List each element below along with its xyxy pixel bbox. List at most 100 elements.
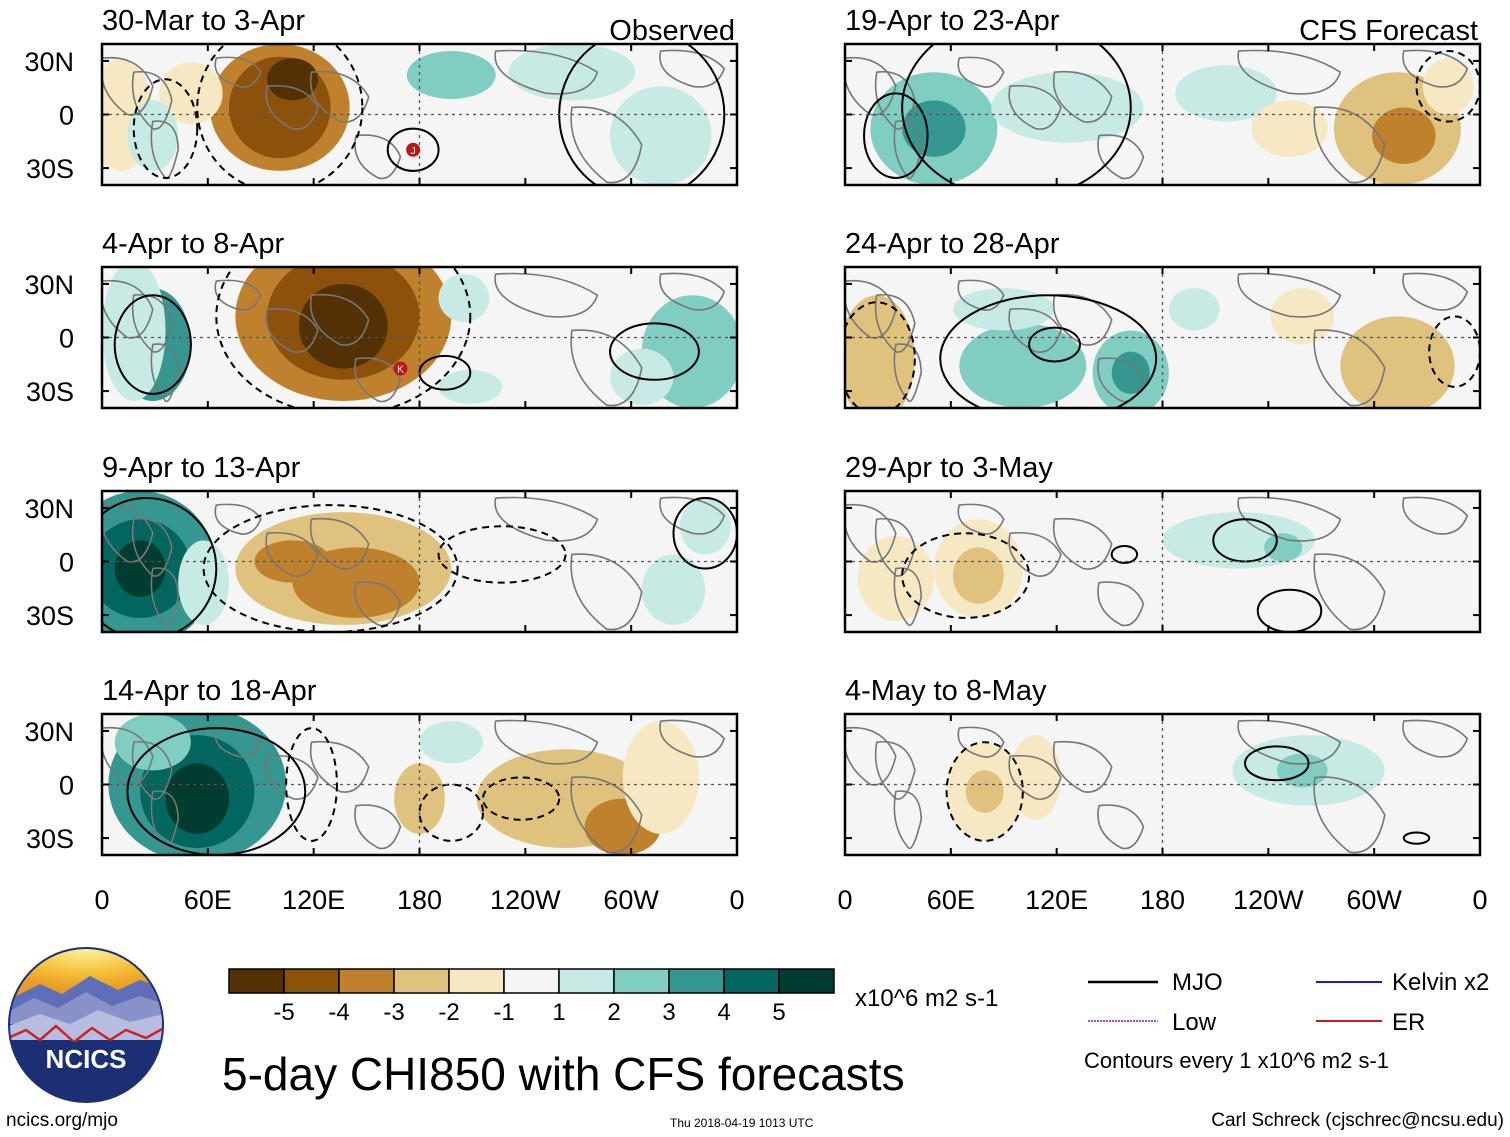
colorbar-label: -5: [273, 999, 294, 1026]
panel-date-range: 9-Apr to 13-Apr: [102, 452, 301, 484]
coastline: [874, 517, 916, 577]
colorbar-swatch: [338, 968, 395, 994]
coastline: [1008, 531, 1062, 577]
anomaly-shade: [114, 714, 191, 771]
coastline: [102, 503, 154, 563]
anomaly-shade: [438, 369, 503, 404]
coastline: [1008, 754, 1062, 800]
x-tick-label: 180: [397, 885, 442, 915]
coastline: [265, 531, 319, 577]
storm-label: K: [397, 365, 404, 376]
coastline: [845, 503, 897, 563]
y-tick-label: 30S: [26, 377, 74, 407]
y-tick-label: 30N: [24, 47, 74, 77]
y-tick-label: 30S: [26, 154, 74, 184]
contour-note: Contours every 1 x10^6 m2 s-1: [1084, 1048, 1389, 1073]
x-tick-label: 60W: [1346, 885, 1402, 915]
ncics-logo: NCICS: [8, 947, 164, 1103]
colorbar-label: -3: [383, 999, 404, 1026]
colorbar-swatch: [613, 968, 670, 994]
anomaly-shade: [406, 51, 496, 99]
colorbar-swatch: [228, 968, 285, 994]
coastline: [354, 804, 402, 850]
mjo-contour: [939, 294, 1158, 408]
map-panel-observed-2: K 4-Apr to 8-Apr: [100, 228, 739, 410]
y-tick-label: 30S: [26, 824, 74, 854]
timestamp: Thu 2018-04-19 1013 UTC: [670, 1116, 814, 1130]
panel-date-range: 24-Apr to 28-Apr: [845, 228, 1060, 260]
anomaly-shade: [1251, 100, 1328, 157]
anomaly-shade: [952, 288, 1055, 331]
coastline: [1237, 272, 1342, 318]
coastline: [845, 279, 897, 339]
x-tick-label: 120W: [1233, 885, 1304, 915]
mjo-contour: [196, 44, 364, 185]
coastline: [957, 503, 1005, 535]
coastline: [214, 726, 262, 758]
mjo-contour: [901, 532, 1031, 619]
panel-date-range: 29-Apr to 3-May: [845, 452, 1053, 484]
x-tick-label: 0: [94, 885, 109, 915]
colorbar-label: 2: [607, 999, 620, 1026]
mjo-contour: [845, 301, 916, 408]
mjo-contour: [386, 127, 440, 172]
x-tick-label: 120E: [282, 885, 345, 915]
mjo-contour: [202, 504, 459, 632]
coastline: [1097, 581, 1145, 627]
x-tick-label: 60E: [184, 885, 232, 915]
colorbar-label: -1: [493, 999, 514, 1026]
mjo-contour: [215, 267, 472, 408]
coastline: [659, 719, 726, 758]
y-tick-label: 30N: [24, 270, 74, 300]
x-tick-label: 60E: [927, 885, 975, 915]
x-tick-label: 0: [837, 885, 852, 915]
y-tick-label: 0: [59, 324, 74, 354]
coastline: [102, 726, 154, 786]
x-tick-label: 180: [1140, 885, 1185, 915]
coastline: [150, 120, 180, 180]
x-tick-label: 0: [1472, 885, 1487, 915]
anomaly-shade: [159, 62, 223, 125]
ncics-url[interactable]: ncics.org/mjo: [6, 1110, 118, 1131]
mjo-contour: [1110, 544, 1139, 564]
coastline: [265, 754, 319, 800]
anomaly-shade: [165, 763, 229, 834]
x-tick-label: 120W: [490, 885, 561, 915]
storm-marker: K: [393, 361, 408, 376]
coastline: [1237, 496, 1342, 542]
colorbar-swatch: [393, 968, 450, 994]
mjo-contour: [1028, 326, 1081, 363]
anomaly-shade: [1264, 533, 1303, 562]
coastline: [1313, 776, 1386, 854]
coastline: [309, 517, 370, 570]
coastline: [659, 49, 726, 88]
anomaly-shade: [178, 540, 230, 625]
coastline: [102, 279, 154, 339]
coastline: [1052, 70, 1113, 123]
map-panel-forecast-3: 29-Apr to 3-May: [843, 452, 1482, 634]
coastline: [570, 553, 643, 631]
anomaly-shade: [267, 58, 318, 101]
coastline: [570, 776, 643, 854]
anomaly-shade: [902, 100, 966, 157]
mjo-contour: [102, 497, 218, 632]
coastline: [570, 106, 643, 184]
x-tick-label: 60W: [603, 885, 659, 915]
coastline: [214, 56, 262, 88]
coastline: [131, 293, 173, 353]
colorbar-label: -2: [438, 999, 459, 1026]
colorbar-swatch: [668, 968, 725, 994]
mjo-contour: [945, 741, 1024, 842]
coastline: [845, 726, 897, 786]
y-tick-label: 0: [59, 771, 74, 801]
coastline: [893, 567, 923, 627]
coastline: [1008, 307, 1062, 353]
x-tick-label: 0: [729, 885, 744, 915]
mjo-contour: [672, 497, 737, 570]
coastline: [874, 293, 916, 353]
coastline: [102, 56, 154, 116]
mjo-contour: [113, 294, 192, 395]
coastline: [494, 272, 599, 318]
coastline: [1402, 272, 1469, 311]
coastline: [494, 496, 599, 542]
